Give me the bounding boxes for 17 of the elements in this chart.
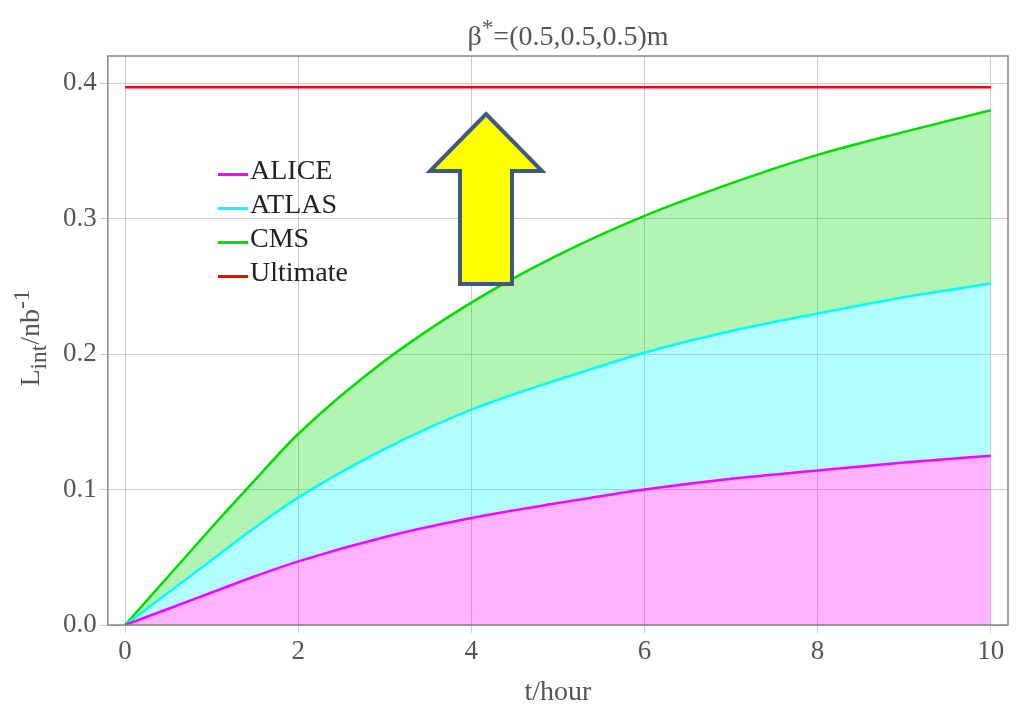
chart-title: β$^{*}$=(0.5,0.5,0.5)m [466, 14, 670, 53]
y-tick-label: 0.1 [63, 472, 97, 503]
y-tick-label: 0.0 [63, 608, 97, 639]
x-axis-title: t/hour [524, 674, 592, 706]
legend-label: ALICE [250, 153, 333, 187]
x-tick-label: 8 [810, 635, 825, 666]
legend-label: ATLAS [250, 187, 338, 221]
y-tick-label: 0.4 [63, 66, 98, 97]
x-tick-label: 0 [118, 635, 132, 666]
y-tick-label: 0.2 [63, 337, 97, 368]
legend-label: Ultimate [250, 255, 348, 289]
y-tick-label: 0.3 [63, 201, 97, 232]
legend-label: CMS [250, 221, 310, 255]
x-tick-label: 10 [977, 635, 1005, 666]
x-tick-label: 6 [637, 635, 652, 666]
x-tick-label: 4 [464, 635, 479, 666]
x-tick-label: 2 [291, 635, 305, 666]
